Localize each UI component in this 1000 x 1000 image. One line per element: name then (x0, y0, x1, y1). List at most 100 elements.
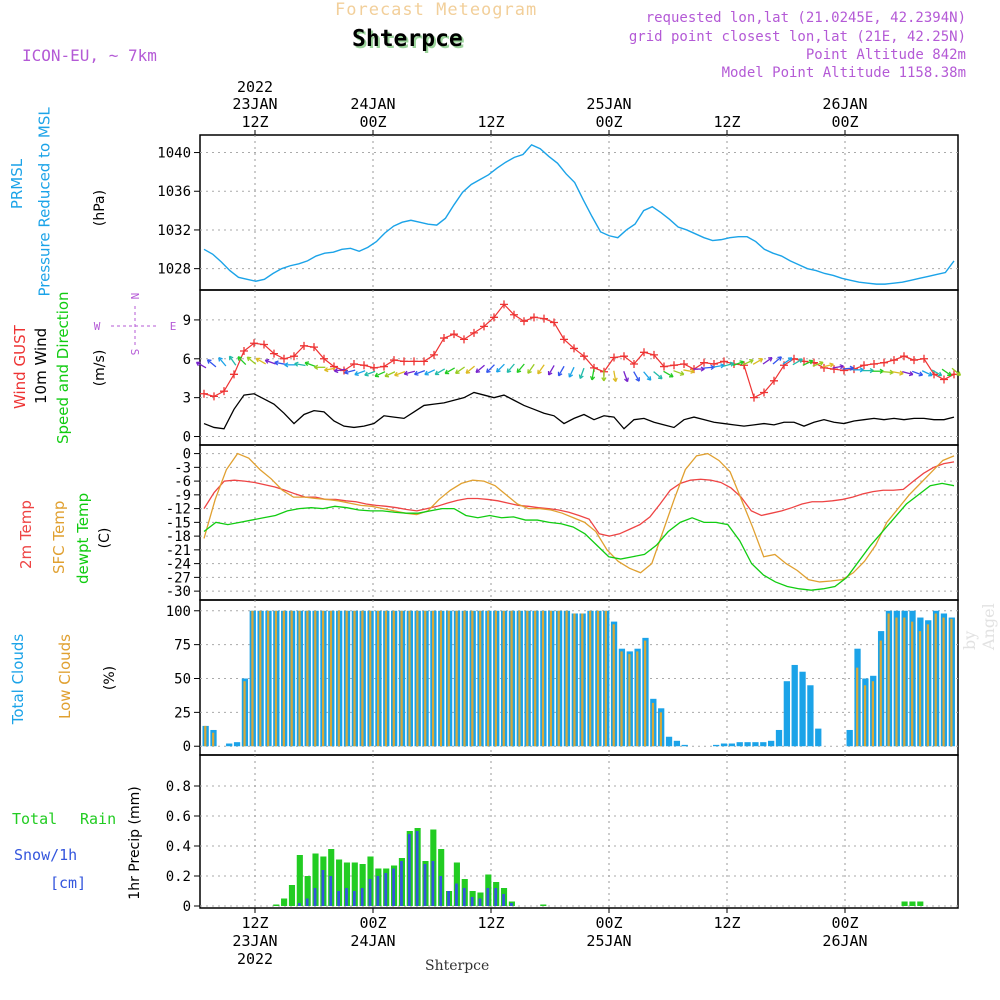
wind-arrow-head (749, 359, 754, 364)
wind-arrow-head (444, 369, 450, 375)
low-cloud-bar (353, 610, 356, 747)
rain-bar (304, 876, 311, 906)
ytick-label: 1028 (157, 262, 191, 278)
wind-arrow-head (947, 371, 952, 377)
top-time-label: 12Z (713, 113, 740, 131)
ytick-label: -12 (166, 502, 191, 518)
wind-arrow-head (777, 356, 783, 361)
wind-arrow (713, 364, 725, 368)
snow-bar (368, 879, 372, 906)
bottom-time-label: 23JAN (232, 932, 277, 950)
wind-arrow (265, 359, 276, 365)
low-cloud-bar (581, 613, 584, 747)
wind-arrow-head (403, 370, 409, 376)
gust-marker (830, 365, 838, 374)
gust-marker (610, 353, 618, 362)
wind-arrow (772, 356, 782, 365)
wind-arrow-head (657, 374, 663, 380)
rain-bar (917, 901, 924, 906)
wind-arrow-head (899, 370, 904, 376)
wind-arrow (643, 371, 652, 381)
ytick-label: 6 (183, 352, 191, 368)
low-cloud-bar (526, 610, 529, 747)
wind-arrow-head (195, 361, 201, 367)
wind-arrow-head (274, 360, 279, 366)
wind-arrow (537, 364, 545, 375)
gust-marker (570, 344, 578, 353)
low-cloud-bar (400, 610, 403, 747)
low-cloud-bar (636, 651, 639, 747)
low-cloud-bar (274, 610, 278, 747)
wind-arrow (196, 361, 207, 369)
wind-arrow (902, 371, 914, 376)
gust-marker (230, 370, 238, 379)
wind-arrow (294, 362, 306, 367)
total-cloud-bar (775, 729, 783, 747)
gust-marker (860, 361, 868, 370)
total-cloud-bar (736, 742, 743, 747)
snow-bar (376, 876, 380, 906)
gust-marker (560, 335, 568, 344)
wind-arrow-head (758, 358, 764, 363)
gust-marker (290, 352, 298, 361)
gust-marker (640, 348, 648, 357)
low-cloud-bar (204, 725, 207, 747)
gust-marker (300, 341, 308, 350)
wind-arrow (434, 368, 446, 376)
wind-arrow-head (537, 369, 542, 375)
gust-marker (540, 314, 548, 323)
top-time-label: 24JAN (350, 95, 395, 113)
gust-marker (470, 328, 478, 337)
total-cloud-bar (681, 744, 688, 747)
total-cloud-bar (783, 681, 790, 747)
low-cloud-bar (439, 610, 443, 747)
rain-bar (288, 885, 296, 906)
dewpt-line (203, 482, 955, 591)
low-cloud-bar (942, 617, 945, 747)
gust-marker (280, 354, 288, 363)
snow-bar (462, 888, 466, 906)
gust-marker (350, 359, 358, 368)
total-cloud-bar (815, 728, 822, 747)
wind-arrow-head (264, 358, 270, 364)
location-title: Shterpce (352, 26, 463, 52)
snow-bar (352, 891, 356, 906)
total-cloud-bar (752, 742, 759, 747)
rain-label: Rain (80, 810, 117, 828)
wind-arrow (374, 371, 386, 377)
rain-bar (312, 853, 319, 906)
low-cloud-bar (361, 610, 364, 747)
low-cloud-bar (259, 610, 262, 747)
low-cloud-bar (510, 610, 513, 747)
gust-marker (360, 361, 368, 370)
wind-arrow-head (928, 371, 933, 377)
wind-arrow (455, 366, 465, 374)
gust-marker (620, 352, 628, 361)
wind-arrow-head (475, 368, 481, 374)
snow-label: Snow/1h (14, 846, 78, 864)
wind-arrow (344, 369, 356, 374)
gust-marker (770, 376, 778, 385)
rain-bar (901, 901, 908, 906)
point-altitude: Point Altitude 842m (805, 47, 966, 63)
bottom-time-label: 2022 (237, 950, 273, 968)
low-cloud-bar (408, 610, 411, 747)
gust-marker (740, 361, 748, 370)
low-cloud-bar (243, 681, 246, 747)
wind-arrow (558, 365, 565, 377)
low-cloud-bar (455, 610, 458, 747)
wind-arrow-head (394, 371, 399, 377)
wind-arrow-head (294, 361, 299, 367)
wind-arrow-head (506, 368, 512, 374)
gust-marker (520, 317, 528, 326)
gust-marker (440, 334, 448, 343)
wind-arrow-head (568, 373, 574, 378)
bottom-time-label: 25JAN (586, 932, 631, 950)
ytick-label: 3 (183, 391, 191, 407)
wind-arrow (653, 371, 663, 380)
snow-cm-label: [cm] (50, 874, 87, 892)
forecast-title: Forecast Meteogram (335, 0, 538, 20)
wind-arrow (516, 363, 525, 373)
rain-bar (351, 862, 358, 906)
gust-marker (200, 389, 208, 398)
